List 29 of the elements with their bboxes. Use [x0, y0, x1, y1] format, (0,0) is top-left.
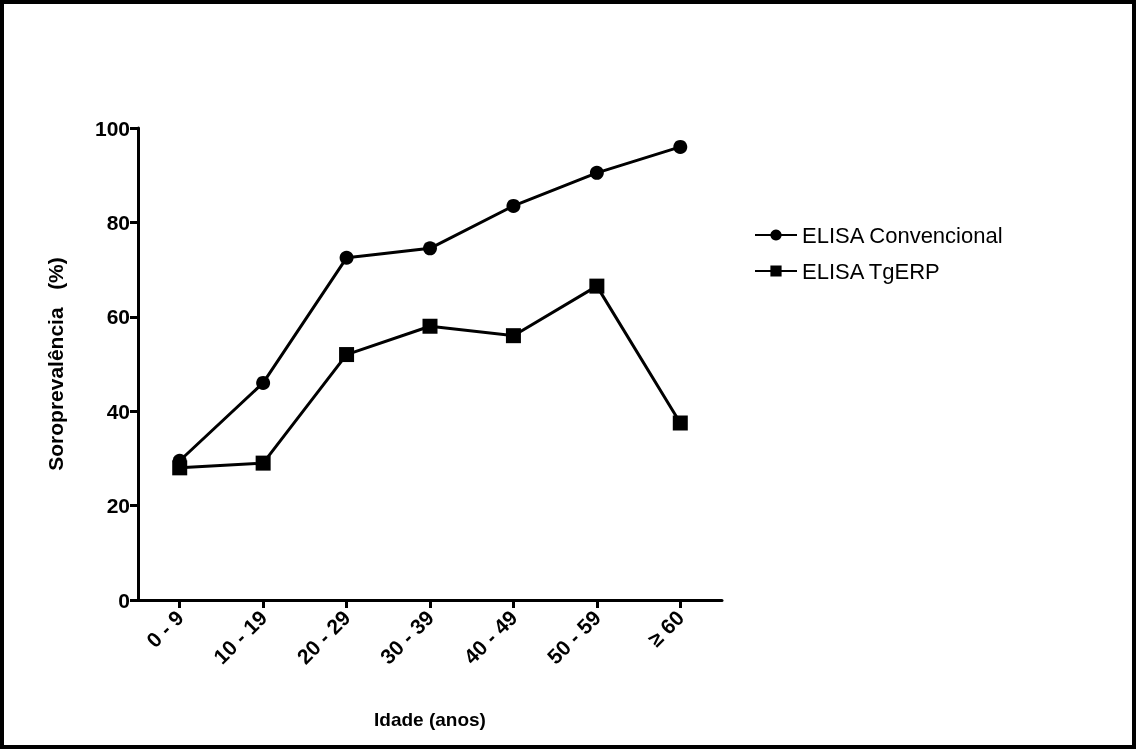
point [673, 139, 688, 154]
point [506, 198, 521, 213]
y-tick-label: 40 [106, 399, 130, 423]
y-axis-title: Soroprevalência (%) [44, 257, 67, 471]
y-tick-label: 0 [118, 588, 130, 612]
point [589, 278, 605, 294]
x-tick-label: ≥ 60 [643, 605, 689, 651]
x-tick-label: 20 - 29 [292, 605, 355, 669]
point [505, 328, 521, 344]
y-tick-label: 20 [106, 494, 130, 518]
legend-label: ELISA Convencional [802, 222, 1003, 248]
y-tick-label: 80 [106, 210, 130, 234]
y-tick-label: 100 [94, 116, 130, 140]
x-tick-label: 10 - 19 [208, 605, 272, 669]
point [423, 241, 437, 256]
x-tick-label: 0 - 9 [141, 605, 188, 652]
point [672, 415, 688, 431]
point [422, 318, 438, 334]
point [255, 455, 271, 471]
legend-label: ELISA TgERP [802, 258, 940, 284]
x-tick-label: 40 - 49 [459, 605, 522, 669]
x-axis-title: Idade (anos) [374, 709, 486, 730]
point [256, 375, 271, 390]
x-tick-label: 50 - 59 [542, 605, 605, 669]
point [339, 250, 354, 265]
y-tick-label: 60 [106, 305, 130, 329]
x-tick-label: 30 - 39 [375, 605, 439, 669]
point [589, 165, 604, 180]
point [339, 347, 355, 363]
